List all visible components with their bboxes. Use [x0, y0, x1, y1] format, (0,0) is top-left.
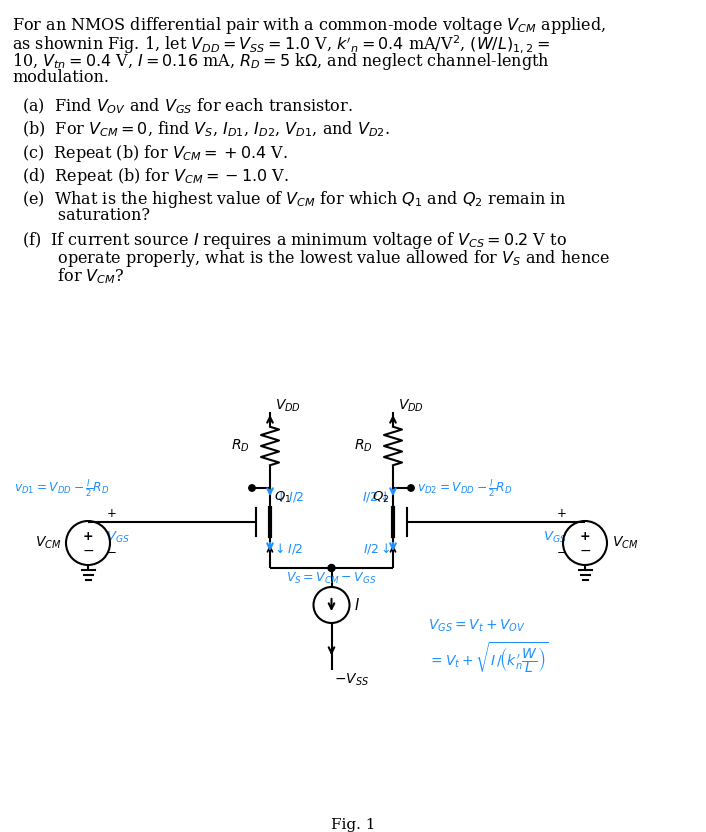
Text: $-$: $-$	[579, 543, 591, 557]
Text: $+$: $+$	[106, 507, 116, 520]
Text: $V_S = V_{CM} - V_{GS}$: $V_S = V_{CM} - V_{GS}$	[287, 571, 377, 586]
Text: $V_{GS}$: $V_{GS}$	[543, 530, 567, 545]
Text: $Q_2$: $Q_2$	[371, 490, 389, 505]
Text: $R_D$: $R_D$	[354, 438, 373, 454]
Text: $V_{DD}$: $V_{DD}$	[275, 398, 301, 414]
Text: (e)  What is the highest value of $V_{CM}$ for which $Q_1$ and $Q_2$ remain in: (e) What is the highest value of $V_{CM}…	[22, 189, 567, 210]
Text: modulation.: modulation.	[12, 69, 109, 86]
Text: 10, $V_{tn} = 0.4$ V, $I = 0.16$ mA, $R_D = 5$ k$\Omega$, and neglect channel-le: 10, $V_{tn} = 0.4$ V, $I = 0.16$ mA, $R_…	[12, 51, 549, 72]
Text: (c)  Repeat (b) for $V_{CM} = +0.4$ V.: (c) Repeat (b) for $V_{CM} = +0.4$ V.	[22, 143, 288, 164]
Text: $+$: $+$	[556, 507, 567, 520]
Text: $R_D$: $R_D$	[232, 438, 250, 454]
Text: operate properly, what is the lowest value allowed for $V_S$ and hence: operate properly, what is the lowest val…	[22, 248, 610, 269]
Text: (b)  For $V_{CM} = 0$, find $V_S$, $I_{D1}$, $I_{D2}$, $V_{D1}$, and $V_{D2}$.: (b) For $V_{CM} = 0$, find $V_S$, $I_{D1…	[22, 120, 390, 140]
Text: $V_{GS} = V_t + V_{OV}$: $V_{GS} = V_t + V_{OV}$	[428, 618, 526, 634]
Text: saturation?: saturation?	[22, 207, 150, 224]
Text: $= V_t + \sqrt{I\,/\!\left(k_n^{\prime}\dfrac{W}{L}\right)}$: $= V_t + \sqrt{I\,/\!\left(k_n^{\prime}\…	[428, 640, 549, 675]
Text: +: +	[580, 529, 590, 542]
Text: $v_{D1} = V_{DD} - \frac{I}{2}R_D$: $v_{D1} = V_{DD} - \frac{I}{2}R_D$	[14, 477, 109, 499]
Text: $I$: $I$	[354, 597, 359, 613]
Text: $-$: $-$	[556, 544, 567, 557]
Text: $-$: $-$	[82, 543, 94, 557]
Text: $-$: $-$	[106, 544, 116, 557]
Text: Fig. 1: Fig. 1	[330, 818, 376, 832]
Circle shape	[249, 485, 255, 491]
Text: (f)  If current source $I$ requires a minimum voltage of $V_{CS} = 0.2$ V to: (f) If current source $I$ requires a min…	[22, 230, 567, 251]
Circle shape	[328, 564, 335, 572]
Text: as shownin Fig. 1, let $V_{DD} = V_{SS} = 1.0$ V, $k'_n = 0.4$ mA/V$^2$, $(W/L)_: as shownin Fig. 1, let $V_{DD} = V_{SS} …	[12, 33, 550, 56]
Text: $-V_{SS}$: $-V_{SS}$	[335, 672, 370, 688]
Text: (d)  Repeat (b) for $V_{CM} = -1.0$ V.: (d) Repeat (b) for $V_{CM} = -1.0$ V.	[22, 166, 289, 187]
Text: (a)  Find $V_{OV}$ and $V_{GS}$ for each transistor.: (a) Find $V_{OV}$ and $V_{GS}$ for each …	[22, 97, 353, 116]
Text: +: +	[83, 529, 93, 542]
Text: $I/2 \downarrow$: $I/2 \downarrow$	[362, 489, 390, 504]
Text: $I/2 \downarrow$: $I/2 \downarrow$	[364, 541, 391, 556]
Text: $v_{D2} = V_{DD} - \frac{I}{2}R_D$: $v_{D2} = V_{DD} - \frac{I}{2}R_D$	[417, 477, 513, 499]
Text: $Q_1$: $Q_1$	[274, 490, 292, 505]
Text: $V_{DD}$: $V_{DD}$	[398, 398, 424, 414]
Text: for $V_{CM}$?: for $V_{CM}$?	[22, 266, 125, 285]
Text: $\downarrow I/2$: $\downarrow I/2$	[272, 541, 304, 556]
Text: $V_{CM}$: $V_{CM}$	[612, 535, 638, 551]
Text: $\downarrow I/2$: $\downarrow I/2$	[273, 489, 304, 504]
Text: $V_{GS}$: $V_{GS}$	[106, 530, 130, 545]
Text: $V_{CM}$: $V_{CM}$	[35, 535, 61, 551]
Text: For an NMOS differential pair with a common-mode voltage $V_{CM}$ applied,: For an NMOS differential pair with a com…	[12, 15, 606, 36]
Circle shape	[408, 485, 414, 491]
